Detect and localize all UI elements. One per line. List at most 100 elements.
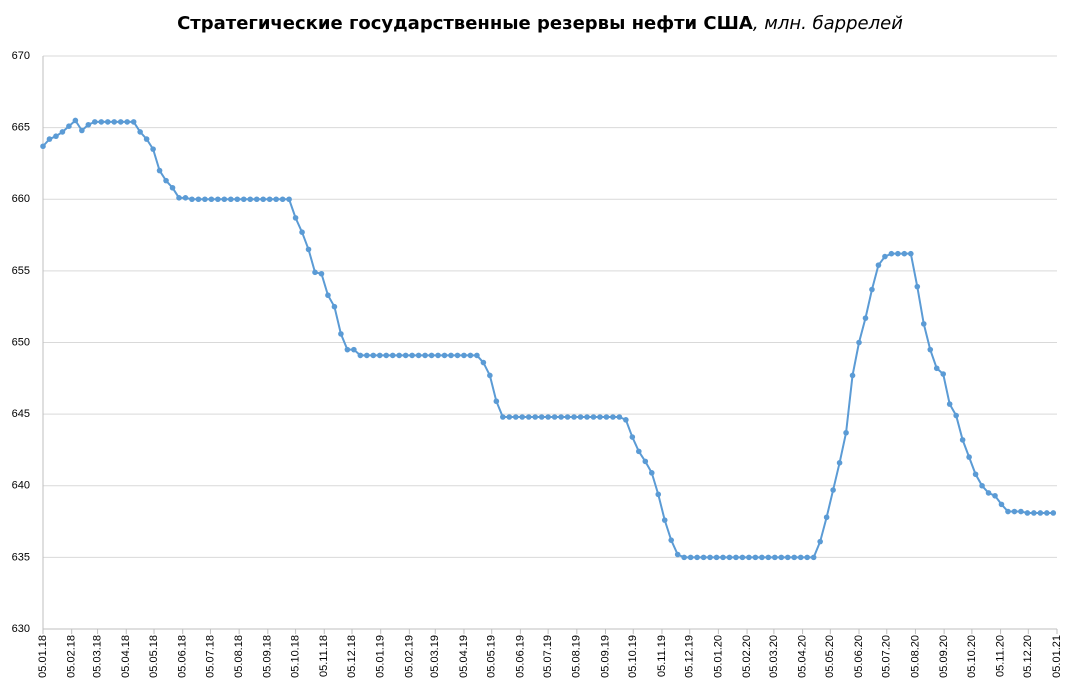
marker xyxy=(163,177,169,184)
marker xyxy=(428,352,435,359)
marker xyxy=(836,460,843,466)
x-tick-label: 05.09.20 xyxy=(938,635,950,678)
marker xyxy=(422,352,428,359)
x-tick-label: 05.06.19 xyxy=(514,635,526,678)
marker xyxy=(415,352,422,359)
marker xyxy=(402,352,409,359)
marker xyxy=(370,352,377,359)
marker xyxy=(299,229,305,235)
marker xyxy=(111,119,118,125)
x-tick-label: 05.12.20 xyxy=(1022,635,1034,678)
marker xyxy=(130,119,137,125)
marker xyxy=(661,517,668,523)
x-tick-label: 05.06.18 xyxy=(177,635,189,678)
x-tick-label: 05.09.18 xyxy=(262,635,274,678)
marker xyxy=(448,352,454,359)
x-tick-label: 05.08.18 xyxy=(233,635,245,678)
x-tick-label: 05.07.19 xyxy=(542,635,554,678)
marker xyxy=(474,352,480,359)
marker xyxy=(551,414,558,420)
marker xyxy=(338,331,344,337)
x-tick-label: 05.04.20 xyxy=(796,635,808,678)
marker xyxy=(525,414,532,420)
marker xyxy=(66,123,72,129)
y-tick-label: 640 xyxy=(12,480,30,492)
marker xyxy=(862,315,869,321)
x-tick-label: 05.09.19 xyxy=(599,635,611,678)
marker xyxy=(228,196,234,203)
marker xyxy=(927,346,934,353)
marker xyxy=(914,283,921,290)
marker xyxy=(441,352,448,359)
marker xyxy=(772,554,778,561)
y-tick-label: 655 xyxy=(12,265,30,277)
marker xyxy=(487,372,493,379)
marker xyxy=(590,414,597,420)
marker xyxy=(454,352,461,359)
marker xyxy=(104,119,111,125)
x-tick-label: 05.04.18 xyxy=(120,635,132,678)
marker xyxy=(383,352,390,359)
x-tick-label: 05.05.20 xyxy=(824,635,836,678)
x-tick-label: 05.10.18 xyxy=(289,635,301,678)
marker xyxy=(791,554,798,561)
marker xyxy=(830,487,836,493)
marker xyxy=(435,352,441,359)
title-main: Стратегические государственные резервы н… xyxy=(177,13,753,34)
marker xyxy=(707,554,713,561)
marker xyxy=(92,119,98,125)
marker xyxy=(694,554,700,561)
marker xyxy=(247,196,254,203)
marker xyxy=(195,196,202,203)
x-tick-label: 05.11.20 xyxy=(994,635,1006,677)
x-tick-label: 05.02.20 xyxy=(741,635,753,678)
marker xyxy=(577,414,584,420)
x-tick-label: 05.01.21 xyxy=(1051,635,1063,678)
marker xyxy=(137,129,143,135)
marker xyxy=(396,352,402,359)
marker xyxy=(979,482,985,489)
x-tick-label: 05.02.18 xyxy=(66,635,78,678)
marker xyxy=(292,215,299,221)
marker xyxy=(603,414,610,420)
marker xyxy=(273,196,279,203)
marker xyxy=(797,554,804,561)
marker xyxy=(253,196,260,203)
chart-title: Стратегические государственные резервы н… xyxy=(177,13,903,34)
marker xyxy=(784,554,791,561)
marker xyxy=(953,412,959,419)
marker xyxy=(623,417,629,423)
marker xyxy=(966,454,972,460)
marker xyxy=(156,167,163,174)
marker xyxy=(720,554,726,561)
marker xyxy=(169,184,176,191)
y-tick-label: 645 xyxy=(12,408,30,420)
x-tick-label: 05.10.20 xyxy=(966,635,978,678)
marker xyxy=(920,321,927,327)
marker xyxy=(597,414,603,420)
marker xyxy=(98,119,105,125)
marker xyxy=(636,448,642,455)
marker xyxy=(571,414,577,420)
marker xyxy=(234,196,241,203)
marker xyxy=(59,129,66,135)
x-tick-label: 05.03.19 xyxy=(429,635,441,678)
marker xyxy=(1031,510,1037,516)
marker xyxy=(189,196,195,203)
marker xyxy=(1050,510,1057,516)
marker xyxy=(882,253,888,260)
marker xyxy=(616,414,623,420)
marker xyxy=(681,554,687,561)
marker xyxy=(260,196,266,203)
marker xyxy=(804,554,811,561)
marker xyxy=(357,352,364,359)
marker xyxy=(946,401,953,407)
x-tick-label: 05.06.20 xyxy=(853,635,865,678)
marker xyxy=(344,346,351,353)
marker xyxy=(959,437,966,443)
x-tick-label: 05.11.18 xyxy=(318,635,330,677)
x-tick-label: 05.08.20 xyxy=(909,635,921,678)
x-tick-label: 05.08.19 xyxy=(571,635,583,678)
title-unit: , млн. баррелей xyxy=(753,13,903,34)
